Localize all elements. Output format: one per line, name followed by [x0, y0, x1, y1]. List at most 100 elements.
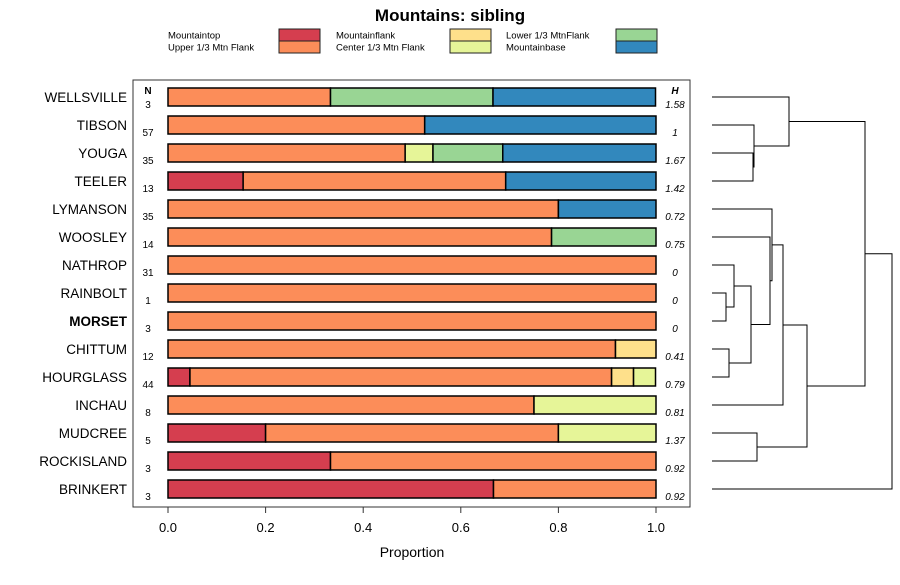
bar-segment-lower-1-3-mtnflank [550, 227, 657, 247]
bar-segment-center-1-3-mtn-flank [404, 143, 434, 163]
bar-segment-upper-1-3-mtn-flank [189, 367, 613, 387]
x-tick-label: 0.2 [257, 520, 275, 535]
dendrogram-branch [712, 124, 755, 168]
bar-segment-upper-1-3-mtn-flank [167, 199, 560, 219]
legend-swatch [615, 40, 658, 54]
category-label: CHITTUM [66, 342, 127, 357]
n-value: 35 [142, 156, 154, 167]
h-value: 1 [672, 128, 678, 139]
h-value: 1.42 [665, 184, 685, 195]
dendrogram-branch [712, 236, 771, 325]
x-tick-label: 1.0 [647, 520, 665, 535]
bar-segment-mountaintop [167, 367, 191, 387]
bar-row: CHITTUM 12 0.41 [66, 339, 685, 363]
h-value: 1.58 [665, 100, 685, 111]
legend-swatch [449, 28, 492, 42]
h-value: 0 [672, 324, 678, 335]
bar-row: BRINKERT 3 0.92 [59, 479, 685, 503]
bar-segment-mountainbase [492, 87, 657, 107]
dendrogram-branch [712, 348, 730, 378]
category-label: WELLSVILLE [44, 90, 127, 105]
bar-segment-mountaintop [167, 171, 244, 191]
legend-label: Upper 1/3 Mtn Flank [168, 43, 254, 54]
bar-segment-lower-1-3-mtnflank [432, 143, 504, 163]
dendrogram-branch [712, 292, 727, 322]
bar-row: TIBSON 57 1 [77, 115, 678, 139]
n-value: 3 [145, 464, 151, 475]
bar-row: TEELER 13 1.42 [74, 171, 685, 195]
n-value: 14 [142, 240, 154, 251]
category-label: RAINBOLT [60, 286, 127, 301]
dendrogram [712, 96, 893, 490]
category-label: LYMANSON [52, 202, 127, 217]
chart-title: Mountains: sibling [375, 6, 525, 25]
legend-label: Mountainbase [506, 43, 566, 54]
bar-segment-mountainflank [610, 367, 635, 387]
bar-segment-upper-1-3-mtn-flank [167, 255, 657, 275]
category-label: TIBSON [77, 118, 127, 133]
bar-segment-upper-1-3-mtn-flank [167, 87, 332, 107]
h-value: 0.72 [665, 212, 685, 223]
legend-label: Lower 1/3 MtnFlank [506, 31, 590, 42]
bar-row: MUDCREE 5 1.37 [59, 423, 685, 447]
bar-segment-mountaintop [167, 479, 495, 499]
n-value: 3 [145, 100, 151, 111]
h-value: 0.79 [665, 380, 685, 391]
h-value: 1.67 [665, 156, 685, 167]
dendrogram-branch [712, 152, 754, 182]
bar-segment-upper-1-3-mtn-flank [167, 339, 617, 359]
h-header: H [671, 86, 679, 97]
n-value: 44 [142, 380, 154, 391]
bar-segment-mountaintop [167, 423, 267, 443]
n-value: 3 [145, 492, 151, 503]
bar-row: INCHAU 8 0.81 [75, 395, 685, 419]
bar-row: RAINBOLT 1 0 [60, 283, 678, 307]
category-label: TEELER [74, 174, 127, 189]
bar-segment-mountainbase [557, 199, 657, 219]
bar-row: NATHROP 31 0 [62, 255, 678, 279]
legend-label: Mountaintop [168, 31, 220, 42]
legend-swatch [278, 40, 321, 54]
legend-label: Mountainflank [336, 31, 395, 42]
h-value: 0.92 [665, 464, 685, 475]
n-header: N [144, 86, 151, 97]
n-value: 12 [142, 352, 154, 363]
dendrogram-branch [712, 96, 790, 147]
x-tick-label: 0.8 [549, 520, 567, 535]
n-value: 1 [145, 296, 151, 307]
bar-segment-lower-1-3-mtnflank [329, 87, 494, 107]
plot-panel [132, 79, 691, 508]
category-label: ROCKISLAND [39, 454, 127, 469]
bar-segment-mountaintop [167, 451, 332, 471]
dendrogram-branch [712, 253, 893, 490]
h-value: 0.41 [665, 352, 684, 363]
dendrogram-branch [789, 121, 866, 387]
bar-segment-upper-1-3-mtn-flank [167, 395, 535, 415]
category-label: MUDCREE [59, 426, 127, 441]
dendrogram-branch [712, 264, 735, 308]
dendrogram-branch [712, 208, 773, 282]
n-value: 31 [142, 268, 154, 279]
bar-row: ROCKISLAND 3 0.92 [39, 451, 685, 475]
n-value: 35 [142, 212, 154, 223]
bar-segment-upper-1-3-mtn-flank [492, 479, 657, 499]
category-label: YOUGA [78, 146, 127, 161]
x-tick-label: 0.6 [452, 520, 470, 535]
bar-row: YOUGA 35 1.67 [78, 143, 685, 167]
bar-row: LYMANSON 35 0.72 [52, 199, 685, 223]
category-label: INCHAU [75, 398, 127, 413]
n-value: 13 [142, 184, 154, 195]
x-axis: 0.0 0.2 0.4 0.6 0.8 1.0 [159, 507, 665, 535]
legend-label: Center 1/3 Mtn Flank [336, 43, 425, 54]
category-label: WOOSLEY [59, 230, 127, 245]
bar-segment-upper-1-3-mtn-flank [167, 115, 426, 135]
h-value: 0.75 [665, 240, 685, 251]
bar-segment-upper-1-3-mtn-flank [242, 171, 507, 191]
category-label: MORSET [69, 314, 128, 329]
bar-segment-mountainbase [504, 171, 657, 191]
h-value: 0.92 [665, 492, 685, 503]
dendrogram-branch [757, 324, 808, 448]
